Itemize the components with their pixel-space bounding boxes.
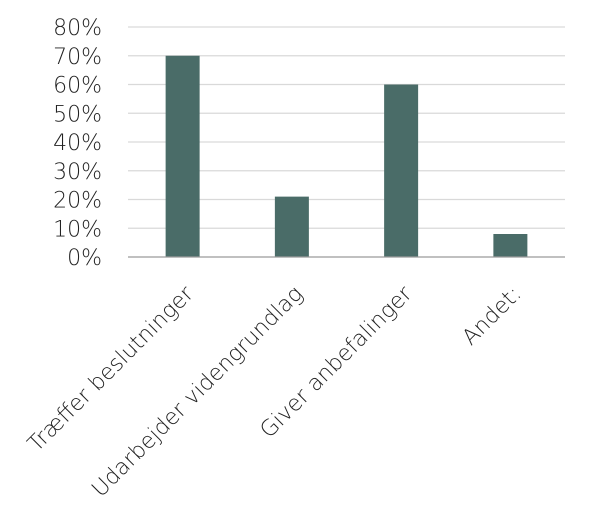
- x-tick-label: Udarbejder videngrundlag: [87, 282, 308, 503]
- bars: [165, 55, 528, 257]
- y-tick-label: 20%: [53, 189, 102, 214]
- y-tick-label: 50%: [53, 102, 102, 127]
- y-tick-label: 80%: [53, 16, 102, 41]
- y-tick-label: 40%: [53, 131, 102, 156]
- bar: [165, 55, 200, 257]
- y-tick-label: 30%: [53, 160, 102, 185]
- bar: [493, 234, 528, 257]
- y-tick-label: 70%: [53, 45, 102, 70]
- gridlines: [128, 26, 565, 229]
- y-tick-label: 10%: [53, 217, 102, 242]
- x-tick-label: Andet:: [458, 282, 527, 351]
- y-axis-tick-labels: 0% 10% 20% 30% 40% 50% 60% 70% 80%: [53, 16, 102, 271]
- y-tick-label: 0%: [67, 246, 102, 271]
- bar: [384, 84, 419, 257]
- bar: [274, 196, 309, 257]
- y-tick-label: 60%: [53, 74, 102, 99]
